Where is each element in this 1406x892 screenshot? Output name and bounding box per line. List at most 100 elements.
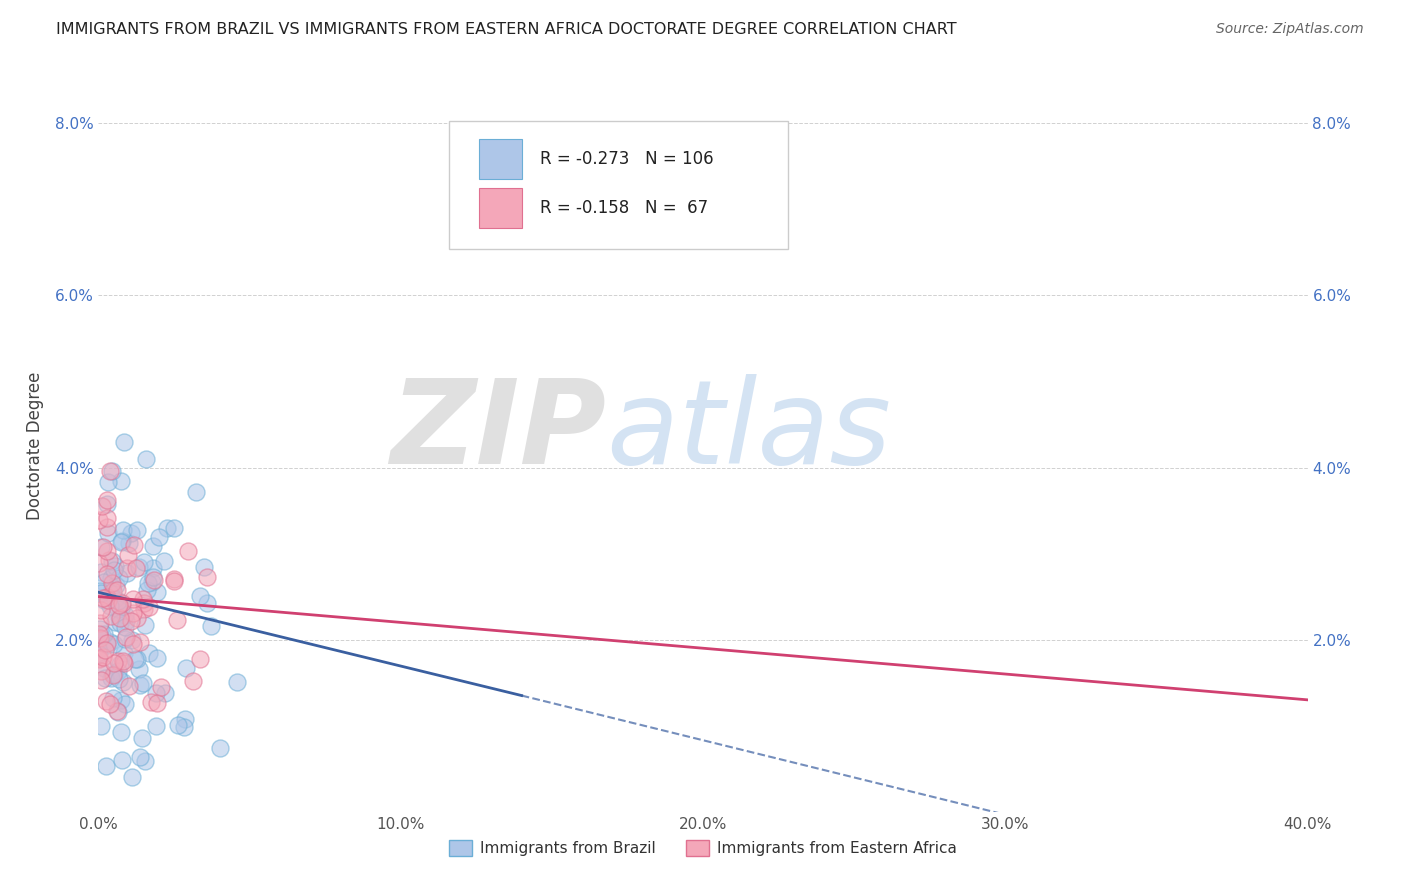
Point	[98, 586, 121, 600]
Point	[177, 544, 200, 558]
Point	[93, 575, 115, 590]
Point	[115, 630, 138, 644]
Point	[94, 759, 117, 773]
Point	[166, 718, 188, 732]
Point	[110, 533, 132, 548]
Point	[96, 638, 118, 652]
Point	[90, 628, 112, 642]
Point	[142, 560, 165, 574]
Point	[93, 540, 115, 554]
Point	[98, 698, 121, 712]
Point	[128, 560, 150, 574]
Point	[129, 750, 152, 764]
Point	[112, 434, 135, 449]
Point	[141, 539, 163, 553]
Point	[114, 620, 136, 634]
Point	[208, 741, 231, 756]
Point	[98, 552, 121, 566]
Point	[111, 524, 134, 538]
Point	[134, 618, 156, 632]
Point	[114, 697, 136, 711]
Point	[146, 696, 169, 710]
Point	[105, 705, 128, 719]
Point	[90, 540, 112, 554]
Point	[131, 731, 153, 745]
Point	[195, 596, 218, 610]
Point	[122, 591, 145, 606]
Point	[225, 674, 247, 689]
Point	[118, 535, 141, 549]
Point	[98, 634, 121, 648]
Point	[156, 521, 179, 535]
Point	[132, 597, 155, 611]
Point	[108, 598, 131, 612]
Text: IMMIGRANTS FROM BRAZIL VS IMMIGRANTS FROM EASTERN AFRICA DOCTORATE DEGREE CORREL: IMMIGRANTS FROM BRAZIL VS IMMIGRANTS FRO…	[56, 22, 957, 37]
Point	[138, 646, 160, 660]
Point	[96, 492, 118, 507]
Point	[135, 452, 157, 467]
Point	[125, 561, 148, 575]
Point	[89, 642, 111, 657]
Point	[101, 576, 124, 591]
Point	[89, 622, 111, 636]
Point	[115, 560, 138, 574]
Point	[110, 474, 132, 488]
Point	[120, 614, 142, 628]
Point	[104, 578, 127, 592]
Point	[142, 573, 165, 587]
Text: ZIP: ZIP	[391, 374, 606, 489]
Point	[110, 657, 132, 671]
Point	[127, 611, 149, 625]
Point	[96, 567, 118, 582]
Point	[138, 599, 160, 614]
Point	[122, 637, 145, 651]
Point	[94, 671, 117, 685]
Point	[101, 554, 124, 568]
Point	[89, 583, 111, 598]
Text: atlas: atlas	[606, 375, 891, 489]
Point	[103, 666, 125, 681]
Point	[90, 665, 112, 679]
Point	[97, 592, 120, 607]
Point	[110, 725, 132, 739]
Point	[117, 566, 139, 581]
Point	[181, 673, 204, 688]
Point	[93, 593, 115, 607]
Point	[107, 706, 129, 720]
Legend: Immigrants from Brazil, Immigrants from Eastern Africa: Immigrants from Brazil, Immigrants from …	[443, 834, 963, 863]
Point	[141, 574, 163, 589]
Point	[139, 695, 162, 709]
Point	[134, 754, 156, 768]
Point	[101, 668, 124, 682]
FancyBboxPatch shape	[449, 120, 787, 249]
Point	[101, 464, 124, 478]
Point	[107, 672, 129, 686]
Point	[100, 570, 122, 584]
Point	[132, 592, 155, 607]
Point	[96, 511, 118, 525]
Point	[107, 664, 129, 678]
Point	[163, 574, 186, 589]
Point	[91, 649, 114, 664]
Point	[114, 608, 136, 623]
Point	[96, 590, 118, 604]
Point	[121, 632, 143, 647]
Point	[112, 646, 135, 660]
Point	[163, 521, 186, 535]
FancyBboxPatch shape	[479, 139, 522, 179]
Point	[90, 565, 112, 579]
Point	[111, 753, 134, 767]
Point	[127, 651, 149, 665]
Point	[121, 607, 143, 621]
Point	[97, 526, 120, 541]
Point	[112, 656, 135, 670]
Point	[98, 464, 121, 478]
Point	[90, 499, 112, 513]
Point	[188, 589, 211, 603]
Point	[195, 569, 218, 583]
FancyBboxPatch shape	[479, 188, 522, 228]
Point	[90, 603, 112, 617]
Point	[103, 563, 125, 577]
Point	[110, 693, 132, 707]
Point	[100, 671, 122, 685]
